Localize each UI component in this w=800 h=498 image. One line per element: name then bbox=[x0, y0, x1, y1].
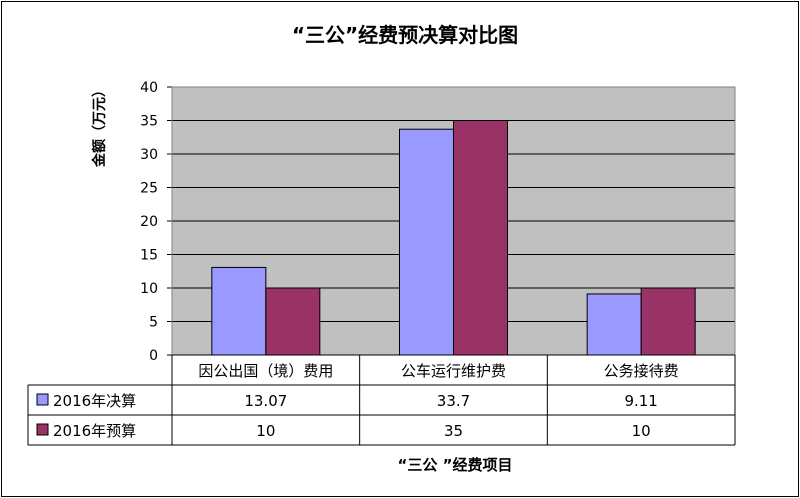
y-tick-label: 0 bbox=[149, 348, 158, 364]
bars bbox=[211, 120, 696, 356]
x-axis-label: “三公 ”经费项目 bbox=[398, 456, 513, 474]
data-label: 10 bbox=[256, 422, 275, 440]
y-axis: 0 5 10 15 20 25 30 35 40 bbox=[140, 80, 736, 364]
y-tick-label: 5 bbox=[149, 315, 158, 331]
y-axis-label: 金额（万元） bbox=[91, 83, 108, 168]
category-label: 公车运行维护费 bbox=[401, 362, 506, 380]
bar-actual-1 bbox=[211, 266, 267, 356]
category-label: 因公出国（境）费用 bbox=[198, 362, 333, 380]
category-label: 公务接待费 bbox=[604, 362, 679, 380]
data-label: 33.7 bbox=[437, 392, 470, 410]
y-tick-label: 40 bbox=[140, 80, 158, 96]
bar-budget-1 bbox=[265, 287, 321, 356]
data-label: 9.11 bbox=[624, 392, 657, 410]
bar-budget-2 bbox=[453, 120, 508, 356]
y-tick-label: 15 bbox=[140, 248, 158, 264]
bar-actual-3 bbox=[586, 293, 642, 356]
y-tick-label: 30 bbox=[140, 147, 158, 163]
legend-swatch bbox=[36, 423, 49, 436]
legend-label: 2016年预算 bbox=[53, 422, 136, 440]
data-table: 因公出国（境）费用 公车运行维护费 公务接待费 2016年决算 13.07 33.7 9.1… bbox=[27, 354, 736, 446]
bar-budget-3 bbox=[640, 287, 696, 356]
bar-actual-2 bbox=[399, 128, 454, 356]
y-tick-label: 20 bbox=[140, 214, 158, 230]
data-label: 10 bbox=[632, 422, 651, 440]
legend-swatch bbox=[36, 393, 49, 406]
y-tick-label: 10 bbox=[140, 281, 158, 297]
y-tick-label: 25 bbox=[140, 181, 158, 197]
data-label: 13.07 bbox=[244, 392, 287, 410]
data-label: 35 bbox=[444, 422, 463, 440]
legend-label: 2016年决算 bbox=[53, 392, 136, 410]
y-tick-label: 35 bbox=[140, 114, 158, 130]
chart-title: “三公”经费预决算对比图 bbox=[292, 23, 518, 47]
